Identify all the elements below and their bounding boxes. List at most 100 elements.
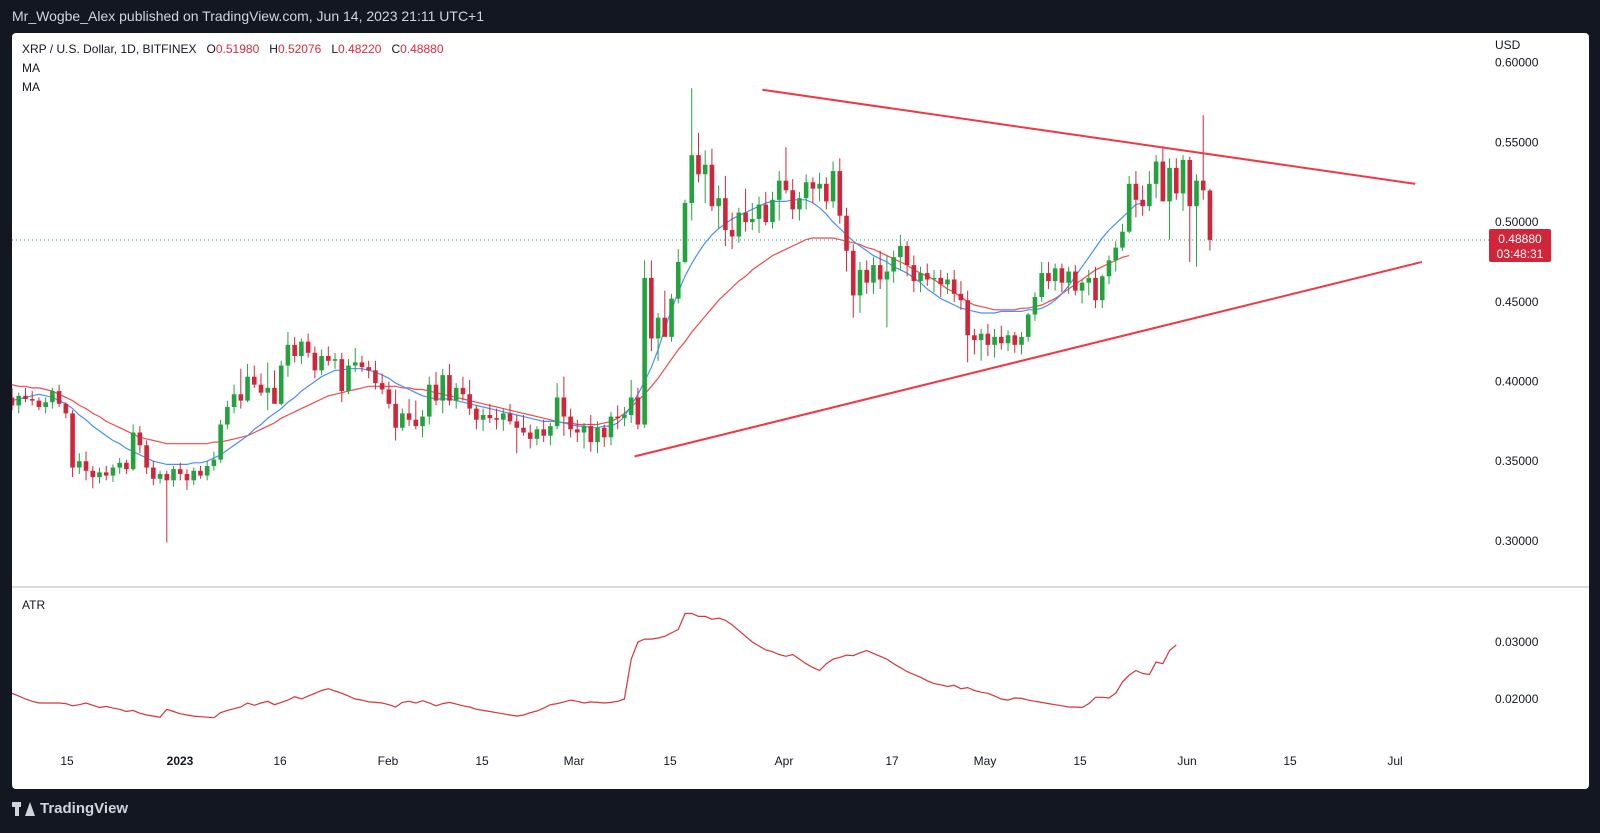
price-axis-tick: 0.30000 (1495, 534, 1539, 548)
price-axis-tick: 0.40000 (1495, 375, 1539, 389)
candle-up (1099, 276, 1105, 301)
candle-up (420, 416, 425, 427)
chart-svg[interactable]: USD 0.60000 0.55000 0.50000 0.45000 0.40000 0.… (12, 33, 1589, 789)
candle-up (682, 202, 688, 262)
candle-down (393, 403, 398, 428)
candle-up (548, 426, 553, 436)
open-label: O (206, 42, 216, 56)
candle-up (218, 424, 223, 460)
candle-down (433, 384, 439, 401)
candle-down (386, 389, 392, 404)
candle-down (1059, 268, 1065, 283)
candle-up (211, 459, 217, 466)
candle-down (359, 362, 365, 368)
candle-up (716, 198, 721, 207)
candle-up (43, 402, 48, 408)
candle-down (406, 413, 412, 420)
candle-down (305, 341, 311, 353)
tradingview-logo-icon (12, 801, 35, 816)
price-axis-tick: 0.55000 (1495, 135, 1539, 149)
candle-up (675, 261, 681, 299)
candle-up (534, 429, 540, 439)
candle-up (77, 461, 82, 468)
time-axis-label: 15 (1073, 754, 1087, 768)
candle-up (817, 183, 822, 189)
time-axis-label: 15 (60, 754, 74, 768)
candle-down (507, 413, 513, 422)
candle-up (332, 359, 338, 361)
candle-up (1120, 231, 1125, 248)
candle-down (723, 198, 728, 231)
candle-up (285, 344, 291, 366)
tradingview-logo[interactable]: TradingView (12, 800, 128, 817)
candle-down (1012, 335, 1018, 345)
legend-ma-fast[interactable]: MA (22, 61, 40, 75)
candle-up (319, 355, 324, 371)
price-axis-tick: 0.45000 (1495, 295, 1539, 309)
candle-down (924, 273, 930, 280)
candle-down (1073, 271, 1078, 291)
candle-down (474, 408, 479, 420)
candle-up (500, 413, 506, 420)
time-axis-label: 15 (1283, 754, 1297, 768)
low-value: 0.48220 (338, 42, 382, 56)
time-axis-label: 15 (663, 754, 677, 768)
candle-down (326, 355, 331, 361)
candle-up (608, 416, 614, 438)
low-label: L (331, 42, 339, 56)
candle-up (884, 271, 890, 280)
candle-up (1147, 183, 1152, 207)
candle-up (130, 432, 136, 470)
candle-down (514, 421, 520, 428)
candle-down (561, 397, 567, 417)
last-price-value: 0.48880 (1498, 232, 1542, 246)
footer-bar: TradingView (0, 789, 1600, 833)
candle-up (750, 218, 755, 223)
candle-up (1019, 336, 1024, 345)
candle-up (803, 182, 809, 199)
candle-up (1066, 271, 1071, 283)
candle-down (238, 394, 244, 401)
candle-up (1194, 180, 1199, 207)
candle-down (635, 397, 641, 425)
time-axis-label: May (974, 754, 997, 768)
candle-down (198, 470, 203, 476)
candle-up (352, 362, 358, 366)
candle-up (426, 384, 432, 417)
candle-up (622, 414, 627, 419)
candle-down (144, 445, 149, 468)
candle-down (90, 470, 96, 478)
atr-panel-label[interactable]: ATR (22, 598, 46, 612)
candle-up (992, 336, 997, 345)
candle-up (1106, 260, 1112, 277)
candle-up (1005, 335, 1011, 344)
candle-up (945, 279, 950, 285)
trendline[interactable] (634, 260, 1423, 458)
candle-up (245, 376, 250, 401)
candle-up (191, 470, 197, 481)
symbol-title: XRP / U.S. Dollar, 1D, BITFINEX (22, 42, 197, 56)
candle-down (999, 336, 1004, 344)
time-axis-label: Jun (1177, 754, 1196, 768)
candle-up (830, 171, 836, 202)
candle-up (1039, 273, 1044, 298)
candle-down (447, 375, 452, 401)
candle-down (56, 391, 62, 404)
candle-down (487, 414, 493, 419)
candle-up (669, 298, 674, 337)
chart-panel[interactable]: USD 0.60000 0.55000 0.50000 0.45000 0.40000 0.… (12, 33, 1589, 789)
candle-down (1046, 273, 1051, 282)
candle-down (164, 473, 170, 481)
trendline[interactable] (762, 88, 1416, 185)
candle-down (151, 467, 156, 479)
candle-down (83, 461, 89, 471)
candle-down (783, 180, 789, 191)
candle-up (797, 198, 802, 210)
candle-down (460, 387, 466, 395)
candle-down (810, 182, 816, 189)
candle-down (877, 265, 883, 280)
legend-ma-slow[interactable]: MA (22, 80, 40, 94)
candle-up (931, 277, 937, 280)
candle-down (588, 426, 594, 443)
candle-down (177, 469, 183, 474)
